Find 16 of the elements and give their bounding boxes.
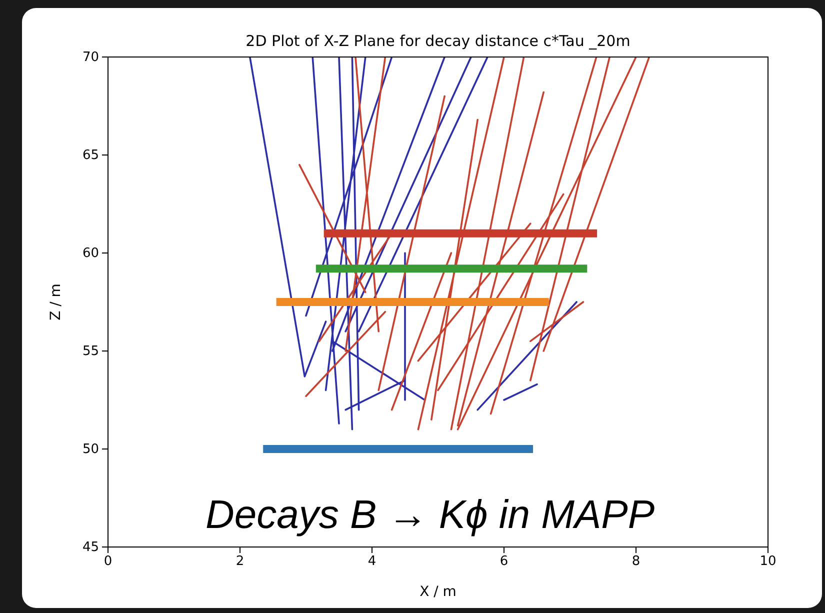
y-tick-label: 50 xyxy=(82,442,99,458)
y-tick-label: 65 xyxy=(82,148,99,164)
x-tick-label: 2 xyxy=(236,554,244,570)
y-tick-label: 55 xyxy=(82,344,99,360)
y-tick-label: 45 xyxy=(82,540,99,556)
y-tick-label: 70 xyxy=(82,50,99,66)
x-tick-label: 10 xyxy=(760,554,776,570)
y-tick-label: 60 xyxy=(82,246,99,262)
x-tick-label: 8 xyxy=(632,554,640,570)
chart-title: 2D Plot of X-Z Plane for decay distance c*Tau _20m xyxy=(246,32,630,50)
x-tick-label: 4 xyxy=(368,554,376,570)
x-axis-title: X / m xyxy=(420,584,456,600)
y-axis-title: Z / m xyxy=(48,284,64,320)
x-tick-label: 6 xyxy=(500,554,508,570)
annotation: Decays B → Kϕ in MAPP xyxy=(205,493,655,537)
x-tick-label: 0 xyxy=(104,554,112,570)
